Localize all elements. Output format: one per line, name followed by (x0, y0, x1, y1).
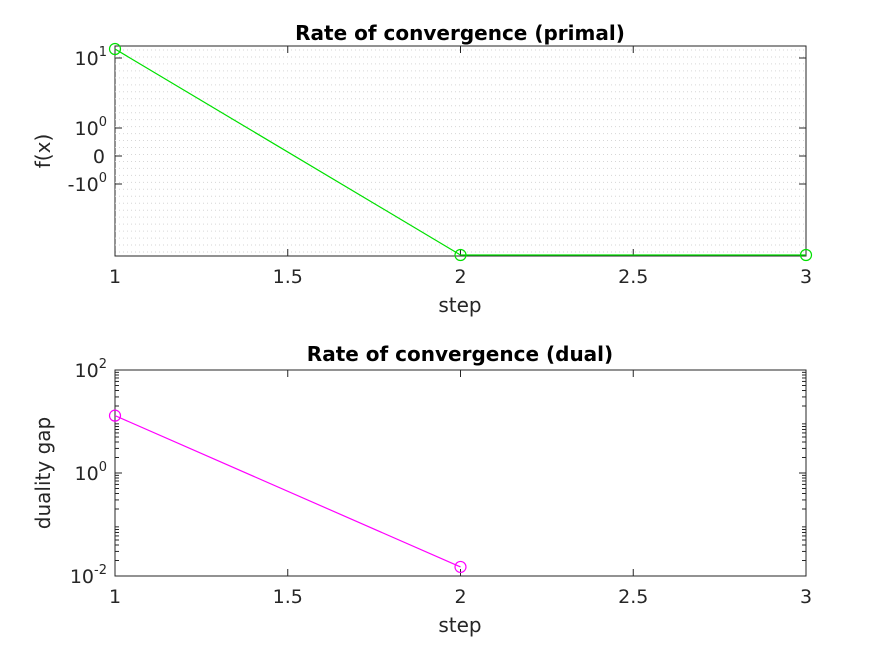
x-tick-label: 2 (454, 266, 466, 288)
x-tick-label: 2 (454, 586, 466, 608)
y-tick-label: 10-2 (70, 563, 107, 588)
y-tick-label: 100 (75, 460, 107, 485)
x-tick-label: 1 (109, 586, 121, 608)
data-point (454, 248, 467, 262)
dual-xlabel: step (438, 613, 481, 637)
y-tick-label: -100 (68, 171, 107, 196)
series-line (114, 48, 806, 256)
series-line (114, 415, 461, 568)
dual-series (108, 409, 467, 574)
data-point (108, 409, 122, 422)
primal-ticks: 1 1.5 2 2.5 3 101 100 0 -100 (68, 45, 812, 288)
data-point (108, 42, 122, 56)
data-point (454, 560, 467, 574)
x-tick-label: 1.5 (273, 266, 303, 288)
y-tick-label: 101 (75, 45, 107, 70)
dual-axes-box (114, 369, 807, 577)
x-tick-label: 2.5 (618, 586, 648, 608)
primal-axes-box (114, 45, 807, 257)
primal-subplot: 1 1.5 2 2.5 3 101 100 0 -100 Rate of convergence… (31, 21, 813, 317)
x-tick-label: 1.5 (273, 586, 303, 608)
data-point (799, 248, 813, 262)
primal-title: Rate of convergence (primal) (295, 21, 625, 45)
y-tick-label: 0 (93, 146, 105, 168)
dual-ylabel: duality gap (31, 417, 55, 529)
x-tick-label: 1 (109, 266, 121, 288)
dual-title: Rate of convergence (dual) (307, 342, 613, 366)
primal-ylabel: f(x) (31, 134, 55, 168)
x-tick-label: 3 (800, 266, 812, 288)
dual-ticks: 1 1.5 2 2.5 3 102 100 10-2 (70, 357, 812, 608)
y-tick-label: 102 (75, 357, 107, 382)
primal-xlabel: step (438, 293, 481, 317)
x-tick-label: 2.5 (618, 266, 648, 288)
x-tick-label: 3 (800, 586, 812, 608)
y-tick-label: 100 (75, 115, 107, 140)
dual-subplot: 1 1.5 2 2.5 3 102 100 10-2 Rate of convergence … (31, 342, 812, 637)
primal-series (108, 42, 813, 262)
